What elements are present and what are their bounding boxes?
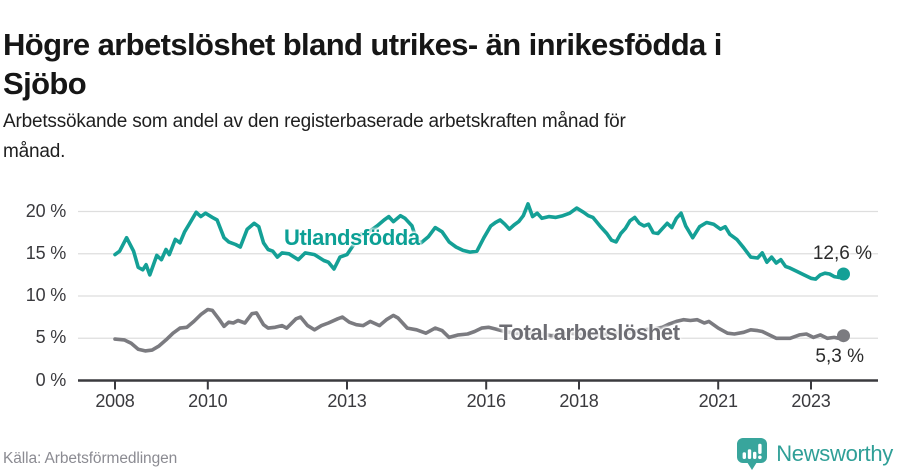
x-axis-tick-label: 2016 [466,391,506,411]
newsworthy-bubble-chart-icon [737,438,768,470]
y-axis-tick-label: 0 % [35,369,67,390]
end-value-label-total: 5,3 % [815,346,864,367]
chart-subtitle: Arbetssökande som andel av den registerb… [3,107,863,167]
chart-subtitle-line1: Arbetssökande som andel av den registerb… [3,111,626,132]
y-axis-tick-label: 15 % [25,242,66,263]
x-axis-tick-label: 2018 [559,391,599,411]
x-axis-tick-label: 2008 [95,391,135,411]
y-axis-tick-label: 5 % [35,327,67,348]
end-value-label-utlandsfodda: 12,6 % [812,243,872,264]
series-label-total-arbetsloshet: Total arbetslöshet [499,320,680,345]
x-axis-tick-label: 2023 [791,391,831,411]
x-axis-tick-label: 2010 [188,391,228,411]
page-title-line1: Högre arbetslöshet bland utrikes- än inr… [3,26,722,62]
x-axis-tick-label: 2021 [698,391,738,411]
y-axis-tick-label: 20 % [25,200,66,221]
x-axis-tick-label: 2013 [327,391,367,411]
page-title-line2: Sjöbo [3,65,87,101]
page-title: Högre arbetslöshet bland utrikes- än inr… [3,25,893,103]
source-note: Källa: Arbetsförmedlingen [3,450,178,467]
y-axis-tick-label: 10 % [25,285,66,305]
chart-subtitle-line2: månad. [3,141,66,162]
newsworthy-wordmark: Newsworthy [776,441,893,466]
series-label-utlandsfodda: Utlandsfödda [284,225,420,250]
newsworthy-logo[interactable]: Newsworthy [735,436,893,472]
